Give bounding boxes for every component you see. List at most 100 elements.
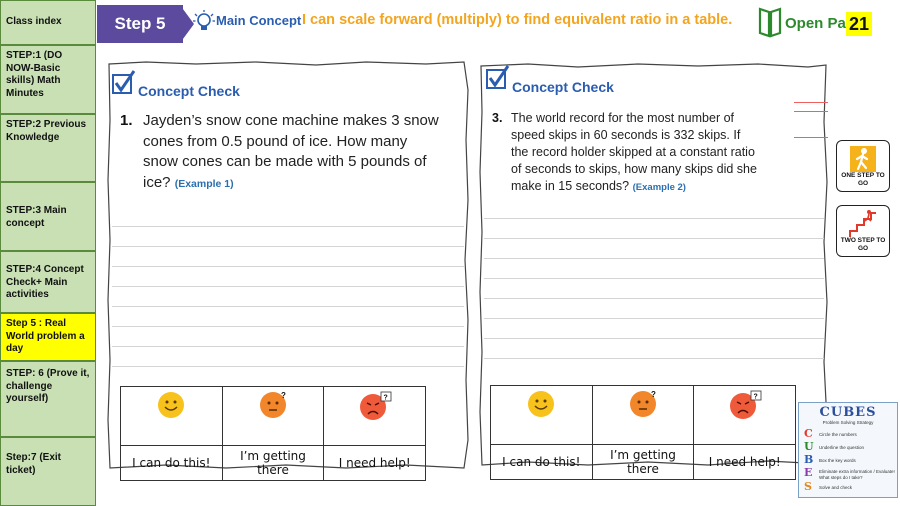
frustrated-face-icon: ? xyxy=(729,390,762,419)
concept-check-title: Concept Check xyxy=(512,79,614,95)
two-step-to-go-button[interactable]: TWO STEP TO GO xyxy=(836,205,890,257)
answer-line xyxy=(484,338,824,339)
margin-red-line xyxy=(794,111,828,112)
answer-line xyxy=(484,358,824,359)
answer-line xyxy=(112,286,464,287)
problem-line: make in 15 seconds? xyxy=(511,179,630,193)
lightbulb-icon xyxy=(193,10,215,30)
problem-line: cones from 0.5 pound of ice. How many xyxy=(143,132,408,150)
unsure-face-icon: ? xyxy=(259,391,286,418)
rating-option-need-help[interactable]: ? xyxy=(693,385,796,445)
cubes-step: Underline the question xyxy=(819,445,865,450)
svg-text:?: ? xyxy=(281,391,286,400)
example-reference[interactable]: (Example 2) xyxy=(632,182,686,193)
rating-label: I need help! xyxy=(708,455,781,469)
problem-text: The world record for the most number of … xyxy=(511,110,757,196)
cubes-step: Solve and check xyxy=(819,485,853,490)
cubes-step: Eliminate extra information / Evaluate! … xyxy=(819,469,895,480)
rating-label: I’m getting there xyxy=(240,449,306,477)
cubes-letter: U xyxy=(804,440,814,453)
worksheet-right: Concept Check 3. The world record for th… xyxy=(478,62,830,480)
answer-line xyxy=(112,266,464,267)
self-assessment-table: ? ? I can do this! I’m getting there I n… xyxy=(120,386,426,481)
problem-line: Jayden’s snow cone machine makes 3 snow xyxy=(143,112,439,129)
rating-label: I’m getting there xyxy=(610,448,676,476)
answer-line xyxy=(484,218,824,219)
rating-option-can-do[interactable] xyxy=(120,386,223,446)
rating-label-cell: I need help! xyxy=(693,444,796,480)
sidebar-item-step4[interactable]: STEP:4 Concept Check+ Main activities xyxy=(0,251,96,313)
button-label: ONE STEP TO GO xyxy=(841,172,885,187)
rating-label-cell: I’m getting there xyxy=(591,444,695,480)
page-number: 21 xyxy=(846,12,873,36)
sidebar-item-step7[interactable]: Step:7 (Exit ticket) xyxy=(0,437,96,506)
sidebar-item-step5[interactable]: Step 5 : Real World problem a day xyxy=(0,313,96,361)
sidebar-item-step2[interactable]: STEP:2 Previous Knowledge xyxy=(0,114,96,182)
answer-line xyxy=(484,278,824,279)
svg-text:?: ? xyxy=(753,394,757,401)
problem-number: 1. xyxy=(120,112,133,129)
problem-line: The world record for the most number of xyxy=(511,111,735,125)
button-label: TWO STEP TO GO xyxy=(840,237,886,252)
answer-line xyxy=(112,226,464,227)
problem-line: speed skips in 60 seconds is 332 skips. … xyxy=(511,128,741,142)
check-icon xyxy=(112,70,136,94)
problem-text: Jayden’s snow cone machine makes 3 snow … xyxy=(143,111,439,194)
problem-number: 3. xyxy=(492,111,503,125)
worksheet-left: Concept Check 1. Jayden’s snow cone mach… xyxy=(106,60,470,481)
sidebar-item-step3[interactable]: STEP:3 Main concept xyxy=(0,182,96,251)
sidebar-item-label: STEP:3 Main concept xyxy=(6,205,67,229)
sidebar-item-step1[interactable]: STEP:1 (DO NOW-Basic skills) Math Minute… xyxy=(0,45,96,114)
rating-label: I need help! xyxy=(338,456,411,470)
cubes-letter: S xyxy=(804,480,812,493)
sidebar-item-label: Step:7 (Exit ticket) xyxy=(6,452,62,476)
sidebar-header-label: Class index xyxy=(6,16,62,28)
cubes-letter: E xyxy=(804,466,813,479)
concept-check-title: Concept Check xyxy=(138,83,240,99)
answer-line xyxy=(484,238,824,239)
answer-line xyxy=(112,346,464,347)
open-page-label: Open Page xyxy=(785,15,864,32)
one-step-to-go-button[interactable]: ONE STEP TO GO xyxy=(836,140,890,192)
problem-line: ice? xyxy=(143,173,171,191)
answer-line xyxy=(112,366,464,367)
margin-red-line xyxy=(794,137,828,138)
answer-line xyxy=(484,298,824,299)
step-arrow-icon xyxy=(180,5,194,43)
cubes-step: Box the key words xyxy=(819,458,856,463)
answer-line xyxy=(112,246,464,247)
sidebar-header: Class index xyxy=(0,0,96,45)
cubes-strategy-card: CUBES Problem Solving Strategy C Circle … xyxy=(798,402,898,498)
sidebar-item-label: Step 5 : Real World problem a day xyxy=(6,318,85,354)
rating-option-getting-there[interactable]: ? xyxy=(221,386,325,446)
answer-line xyxy=(112,326,464,327)
rating-label: I can do this! xyxy=(132,456,211,470)
stairs-climber-icon xyxy=(849,210,876,237)
problem-line: snow cones can be made with 5 pounds of xyxy=(143,153,427,170)
happy-face-icon xyxy=(528,391,555,417)
cubes-subtitle: Problem Solving Strategy xyxy=(822,420,874,425)
class-index-sidebar: Class index STEP:1 (DO NOW-Basic skills)… xyxy=(0,0,96,506)
open-book-icon xyxy=(758,7,782,38)
sidebar-item-label: STEP:1 (DO NOW-Basic skills) Math Minute… xyxy=(6,50,63,99)
rating-label: I can do this! xyxy=(502,455,581,469)
sidebar-item-label: STEP:4 Concept Check+ Main activities xyxy=(6,264,84,300)
svg-text:?: ? xyxy=(383,395,387,402)
answer-line xyxy=(484,318,824,319)
cubes-letter: C xyxy=(804,427,813,440)
answer-line xyxy=(112,306,464,307)
frustrated-face-icon: ? xyxy=(359,391,392,420)
svg-text:?: ? xyxy=(651,390,656,399)
cubes-title: CUBES xyxy=(819,405,877,420)
margin-red-line xyxy=(794,102,828,103)
cubes-letter: B xyxy=(804,453,814,466)
main-concept-label: Main Concept xyxy=(216,13,302,28)
rating-label-cell: I can do this! xyxy=(490,444,593,480)
example-reference[interactable]: (Example 1) xyxy=(174,177,234,190)
unsure-face-icon: ? xyxy=(629,390,656,417)
rating-option-can-do[interactable] xyxy=(490,385,593,445)
sidebar-item-step6[interactable]: STEP: 6 (Prove it, challenge yourself) xyxy=(0,361,96,437)
problem-line: of seconds to skips, how many skips did … xyxy=(511,162,757,176)
rating-option-need-help[interactable]: ? xyxy=(323,386,426,446)
rating-option-getting-there[interactable]: ? xyxy=(591,385,695,445)
